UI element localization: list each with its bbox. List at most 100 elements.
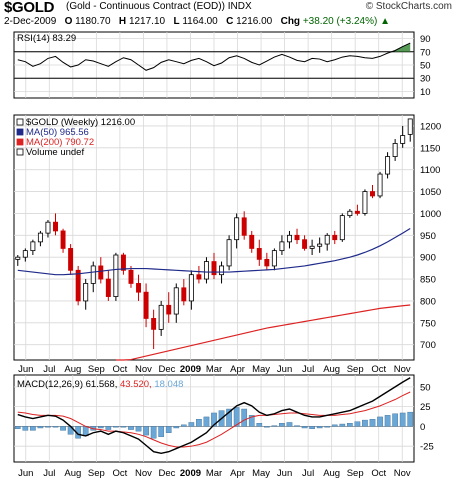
macd-histogram-bar	[52, 426, 59, 428]
macd-x-tick-label: Aug	[323, 468, 340, 479]
candle-body	[219, 265, 225, 276]
price-y-tick-label: 750	[420, 318, 436, 329]
macd-histogram-bar	[45, 426, 51, 428]
candle-body	[128, 269, 134, 284]
macd-signal-line	[17, 391, 411, 448]
macd-histogram-bar	[128, 426, 134, 430]
candle-body	[120, 254, 126, 271]
price-x-tick-label: Dec	[158, 364, 175, 375]
candle-body	[294, 234, 300, 241]
macd-histogram-bar	[377, 416, 383, 427]
candle-body	[339, 215, 345, 241]
macd-histogram-bar	[384, 415, 391, 427]
price-x-tick-label: Sep	[347, 364, 364, 375]
price-x-tick-label: Nov	[394, 364, 411, 375]
close-label: C	[226, 16, 234, 27]
price-x-tick-label: Aug	[64, 364, 81, 375]
macd-histogram-bar	[392, 413, 398, 427]
macd-legend-macd-value: 61.568,	[86, 379, 120, 390]
candle-body	[377, 173, 383, 197]
macd-histogram-bar	[294, 425, 300, 427]
macd-histogram-bar	[339, 423, 346, 427]
change-value: +38.20 (+3.24%)	[302, 16, 378, 27]
legend-swatch	[16, 148, 24, 156]
ma200-line	[115, 304, 411, 361]
macd-y-tick-label: -25	[420, 442, 434, 453]
candle-body	[317, 243, 323, 247]
candle-body	[105, 278, 111, 297]
candle-body	[15, 256, 21, 260]
candle-body	[400, 135, 406, 144]
candle-body	[196, 274, 202, 280]
price-x-tick-label: Sep	[88, 364, 105, 375]
price-x-tick-label: Oct	[112, 364, 127, 375]
macd-x-tick-label: Aug	[64, 468, 81, 479]
candle-body	[90, 265, 96, 284]
price-x-tick-label: Jul	[302, 364, 314, 375]
macd-histogram-bar	[22, 426, 29, 431]
macd-x-tick-label: Nov	[394, 468, 411, 479]
candle-body	[347, 210, 353, 217]
candle-body	[113, 254, 119, 297]
candle-body	[188, 274, 194, 302]
macd-histogram-bar	[97, 426, 104, 429]
candle-body	[203, 261, 209, 280]
price-x-tick-label: Mar	[206, 364, 222, 375]
macd-line	[17, 377, 411, 455]
macd-x-tick-label: Sep	[347, 468, 364, 479]
price-y-tick-label: 850	[420, 275, 436, 286]
macd-histogram-bar	[37, 426, 44, 429]
candle-body	[362, 191, 368, 214]
macd-x-tick-label: Oct	[371, 468, 386, 479]
macd-x-tick-label: Jun	[277, 468, 292, 479]
macd-x-tick-label: 2009	[180, 468, 201, 479]
candle-body	[324, 234, 330, 245]
macd-histogram-bar	[188, 422, 195, 427]
candle-body	[98, 265, 104, 280]
rsi-y-tick-label: 30	[420, 74, 431, 85]
candle-body	[385, 156, 391, 175]
candle-body	[264, 258, 270, 267]
candle-body	[143, 291, 149, 319]
candle-body	[241, 217, 247, 236]
candle-body	[75, 269, 81, 302]
macd-histogram-bar	[150, 426, 157, 439]
candle-body	[151, 318, 157, 330]
ticker-symbol: $GOLD	[4, 0, 55, 16]
price-y-tick-label: 1100	[420, 165, 440, 176]
candle-body	[256, 248, 262, 260]
ma50-line	[17, 227, 411, 276]
candle-body	[249, 234, 255, 249]
macd-histogram-bar	[113, 426, 119, 428]
macd-x-tick-label: Sep	[88, 468, 105, 479]
candle-body	[136, 283, 142, 293]
macd-histogram-bar	[135, 426, 142, 432]
macd-legend-histogram-value: 18.048	[154, 379, 183, 390]
candle-body	[83, 283, 89, 302]
macd-histogram-bar	[362, 419, 368, 427]
macd-histogram-bar	[120, 426, 127, 428]
volume-legend-label: Volume undef	[26, 147, 84, 158]
price-x-tick-label: Aug	[323, 364, 340, 375]
candle-body	[354, 210, 360, 214]
candle-body	[271, 250, 277, 267]
macd-y-tick-label: 25	[420, 402, 431, 413]
macd-histogram-bar	[105, 426, 112, 430]
price-x-tick-label: Jun	[277, 364, 292, 375]
macd-x-tick-label: Nov	[135, 468, 152, 479]
rsi-y-tick-label: 10	[420, 87, 431, 98]
candle-body	[407, 118, 413, 135]
macd-x-tick-label: Oct	[112, 468, 127, 479]
macd-x-tick-label: Apr	[230, 468, 245, 479]
macd-histogram-bar	[241, 408, 248, 427]
legend-swatch	[16, 118, 24, 126]
macd-histogram-bar	[14, 426, 21, 429]
macd-histogram-bar	[407, 411, 414, 427]
macd-histogram-bar	[173, 426, 180, 429]
high-label: H	[118, 16, 127, 27]
macd-histogram-bar	[301, 426, 308, 429]
macd-histogram-bar	[158, 426, 165, 437]
macd-histogram-bar	[30, 426, 36, 431]
price-y-tick-label: 1050	[420, 187, 441, 198]
